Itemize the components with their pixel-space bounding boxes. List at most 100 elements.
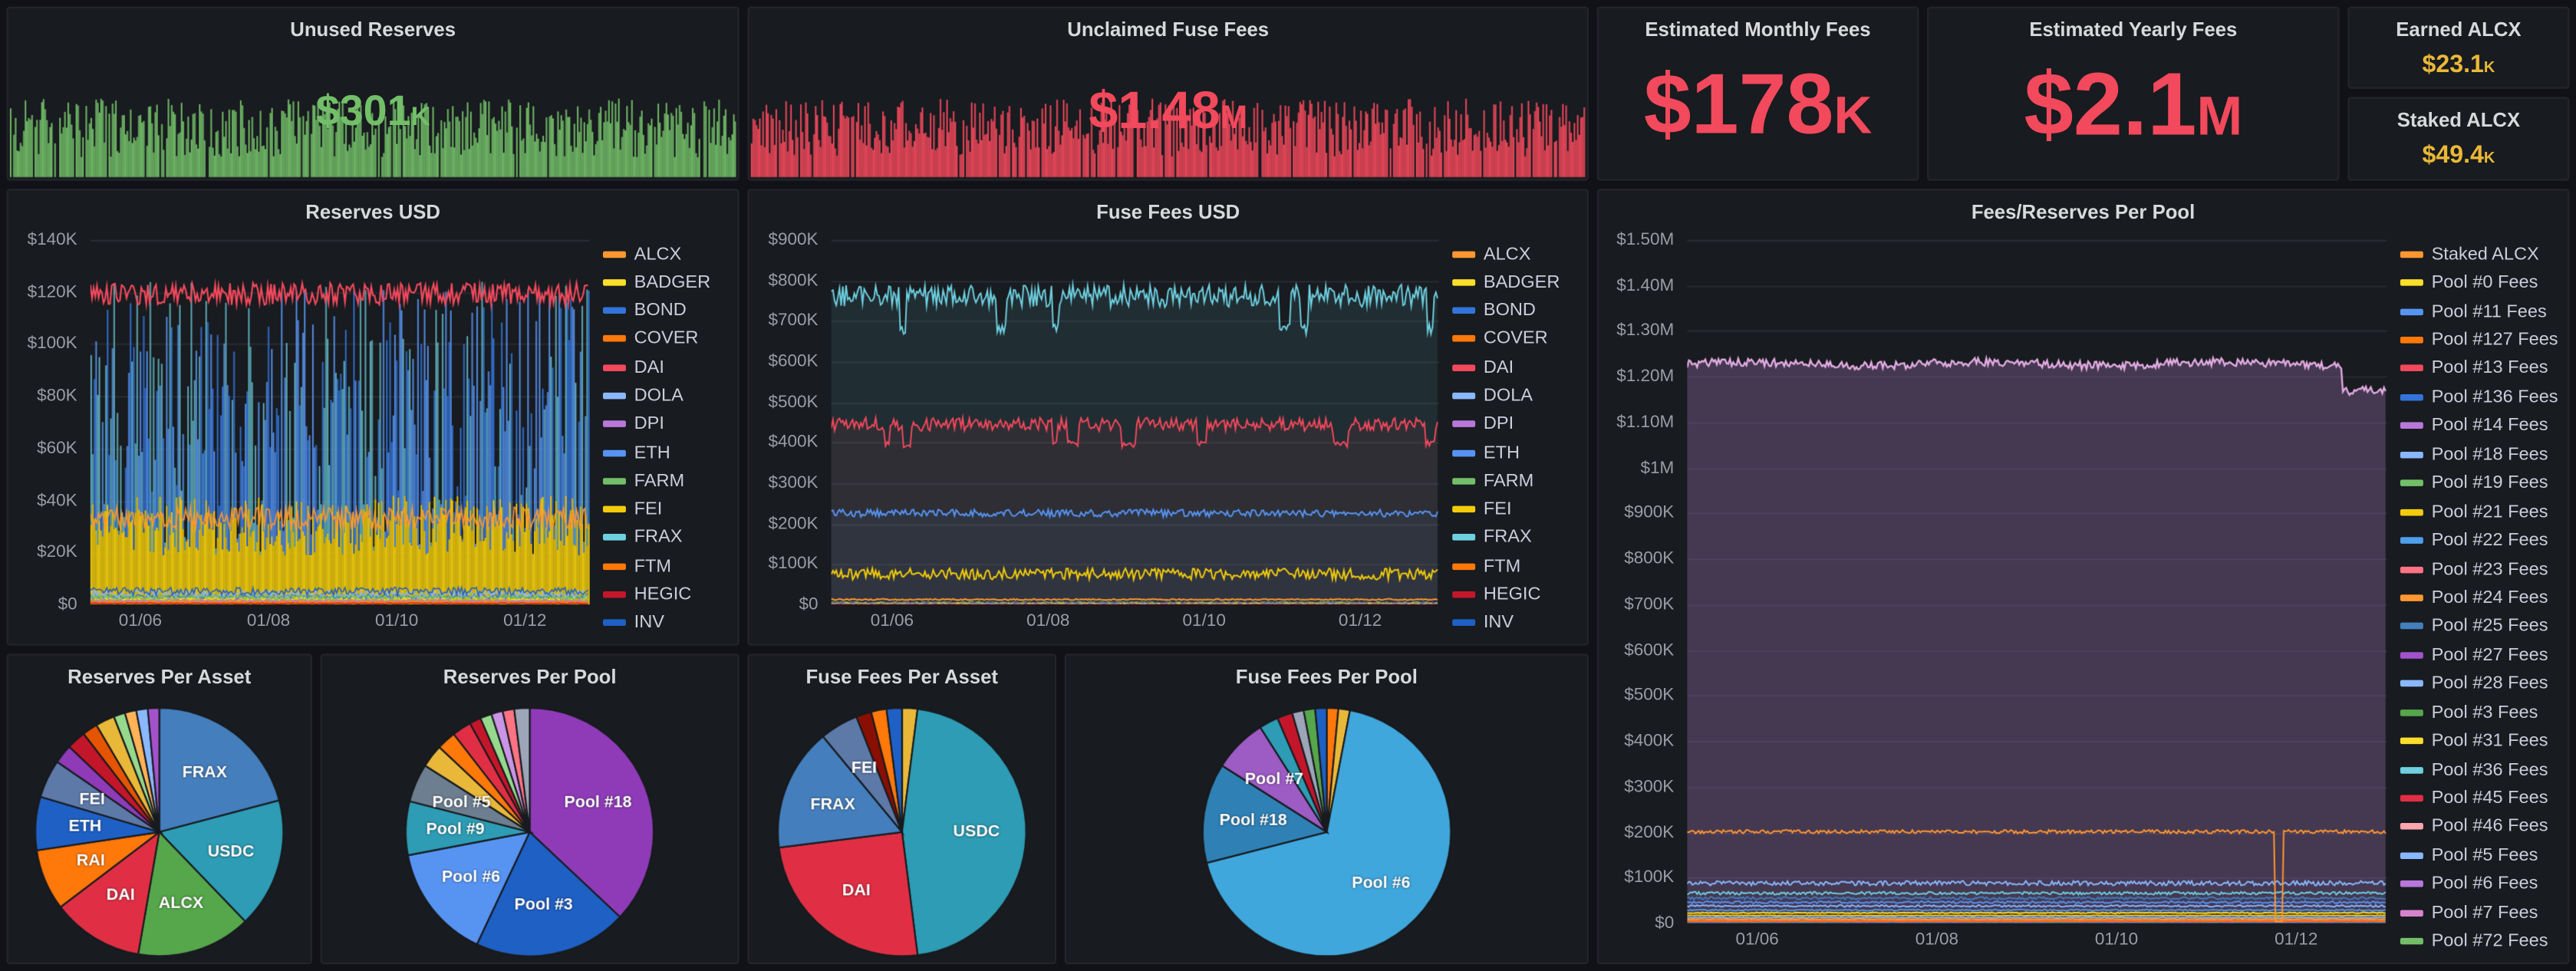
panel-title[interactable]: Fees/Reserves Per Pool [1971,200,2196,224]
legend-item-pool-24-fees[interactable]: Pool #24 Fees [2400,584,2558,612]
legend-item-pool-46-fees[interactable]: Pool #46 Fees [2400,813,2558,841]
legend-swatch [602,620,626,627]
legend-item-hegic[interactable]: HEGIC [602,581,710,609]
legend-swatch [2400,737,2423,745]
legend-item-dola[interactable]: DOLA [602,382,710,410]
legend-item-pool-45-fees[interactable]: Pool #45 Fees [2400,784,2558,812]
pie-chart[interactable] [321,698,738,963]
y-axis-label: $300K [1624,776,1675,797]
legend-item-dola[interactable]: DOLA [1452,382,1560,410]
y-axis-label: $600K [768,351,819,372]
legend-item-pool-18-fees[interactable]: Pool #18 Fees [2400,440,2558,469]
legend-item-farm[interactable]: FARM [1452,467,1560,495]
y-axis-label: $500K [1624,685,1675,706]
legend-item-cover[interactable]: COVER [602,325,710,354]
legend-item-pool-13-fees[interactable]: Pool #13 Fees [2400,354,2558,383]
legend-item-dpi[interactable]: DPI [602,410,710,439]
legend-item-pool-136-fees[interactable]: Pool #136 Fees [2400,383,2558,411]
stat-value-number: $23.1 [2422,51,2484,79]
y-axis-label: $1.40M [1616,275,1675,295]
legend-item-fei[interactable]: FEI [602,495,710,524]
legend-swatch [2400,766,2423,773]
legend-item-frax[interactable]: FRAX [602,524,710,552]
legend-item-fei[interactable]: FEI [1452,495,1560,524]
legend-label: Pool #45 Fees [2431,788,2548,808]
legend-item-badger[interactable]: BADGER [602,268,710,297]
legend-item-pool-23-fees[interactable]: Pool #23 Fees [2400,555,2558,583]
legend-item-cover[interactable]: COVER [1452,325,1560,354]
panel-title[interactable]: Reserves Per Pool [443,665,617,689]
legend-item-pool-14-fees[interactable]: Pool #14 Fees [2400,412,2558,440]
legend-item-pool-21-fees[interactable]: Pool #21 Fees [2400,498,2558,526]
legend-swatch [2400,537,2423,545]
legend-item-pool-27-fees[interactable]: Pool #27 Fees [2400,640,2558,669]
y-axis-label: $1.20M [1616,366,1675,387]
legend-swatch [2400,251,2423,258]
legend-item-alcx[interactable]: ALCX [1452,240,1560,268]
legend-item-pool-28-fees[interactable]: Pool #28 Fees [2400,670,2558,698]
legend-item-bond[interactable]: BOND [602,297,710,325]
legend-swatch [2400,709,2423,716]
legend-item-dpi[interactable]: DPI [1452,410,1560,439]
legend-item-eth[interactable]: ETH [602,439,710,467]
legend-item-eth[interactable]: ETH [1452,439,1560,467]
legend-item-badger[interactable]: BADGER [1452,268,1560,297]
legend-item-ftm[interactable]: FTM [602,552,710,581]
panel-title[interactable]: Fuse Fees Per Asset [805,665,998,689]
legend-item-pool-0-fees[interactable]: Pool #0 Fees [2400,268,2558,297]
legend-item-pool-5-fees[interactable]: Pool #5 Fees [2400,841,2558,870]
time-series-plot[interactable] [1687,239,2387,923]
y-axis-label: $200K [768,513,819,534]
panel-title[interactable]: Reserves USD [305,200,441,224]
y-axis-label: $400K [1624,731,1675,751]
legend-item-alcx[interactable]: ALCX [602,240,710,268]
legend-item-pool-127-fees[interactable]: Pool #127 Fees [2400,326,2558,354]
legend-item-ftm[interactable]: FTM [1452,552,1560,581]
legend-item-dai[interactable]: DAI [602,354,710,382]
legend-item-pool-22-fees[interactable]: Pool #22 Fees [2400,526,2558,555]
legend-label: HEGIC [634,584,692,605]
time-series-plot[interactable] [831,239,1440,605]
legend-item-pool-72-fees[interactable]: Pool #72 Fees [2400,927,2558,956]
panel-title[interactable]: Staked ALCX [2396,108,2521,132]
legend-item-inv[interactable]: INV [602,609,710,637]
legend-swatch [1452,562,1476,570]
legend-item-hegic[interactable]: HEGIC [1452,581,1560,609]
panel-title[interactable]: Unused Reserves [290,18,456,41]
legend-item-frax[interactable]: FRAX [1452,524,1560,552]
time-series-plot[interactable] [90,239,590,605]
legend-item-farm[interactable]: FARM [602,467,710,495]
legend-item-pool-25-fees[interactable]: Pool #25 Fees [2400,612,2558,640]
panel-title[interactable]: Unclaimed Fuse Fees [1067,18,1270,41]
legend-swatch [1452,250,1476,258]
panel-title[interactable]: Reserves Per Asset [68,665,252,689]
y-axis-label: $1.50M [1616,229,1675,250]
legend-item-inv[interactable]: INV [1452,609,1560,637]
pie-chart[interactable] [1066,698,1587,963]
legend-item-pool-31-fees[interactable]: Pool #31 Fees [2400,727,2558,755]
legend-item-pool-7-fees[interactable]: Pool #7 Fees [2400,899,2558,927]
legend-item-pool-19-fees[interactable]: Pool #19 Fees [2400,469,2558,497]
panel-reserves-per-pool: Reserves Per Pool [320,653,740,965]
legend-item-pool-11-fees[interactable]: Pool #11 Fees [2400,297,2558,325]
legend-item-dai[interactable]: DAI [1452,354,1560,382]
legend-item-pool-36-fees[interactable]: Pool #36 Fees [2400,755,2558,784]
pie-chart[interactable] [749,698,1055,963]
stat-value-suffix: M [2196,87,2243,149]
legend-swatch [602,278,626,286]
pie-chart[interactable] [8,698,311,963]
legend-item-pool-3-fees[interactable]: Pool #3 Fees [2400,698,2558,726]
legend-swatch [602,477,626,485]
panel-title[interactable]: Estimated Monthly Fees [1645,18,1871,41]
panel-title[interactable]: Fuse Fees Per Pool [1235,665,1418,689]
legend-item-bond[interactable]: BOND [1452,297,1560,325]
legend-swatch [1452,335,1476,343]
legend-swatch [2400,279,2423,286]
legend-item-pool-6-fees[interactable]: Pool #6 Fees [2400,870,2558,898]
panel-title[interactable]: Fuse Fees USD [1096,200,1240,224]
legend-swatch [602,562,626,570]
legend-swatch [602,420,626,428]
panel-title[interactable]: Estimated Yearly Fees [2029,18,2238,41]
panel-title[interactable]: Earned ALCX [2396,18,2522,41]
legend-item-staked-alcx[interactable]: Staked ALCX [2400,240,2558,268]
